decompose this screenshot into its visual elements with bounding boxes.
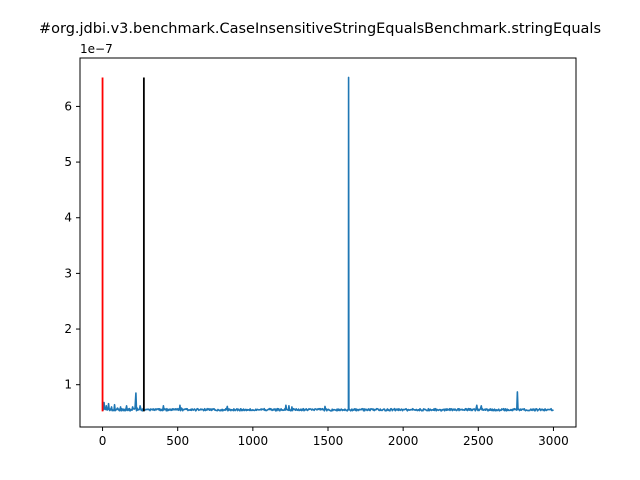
x-tick-label: 500	[166, 434, 189, 448]
x-tick-label: 1000	[238, 434, 269, 448]
x-tick-label: 3000	[538, 434, 569, 448]
y-tick-label: 1	[64, 378, 72, 392]
y-axis: 1 2 3 4 5 6	[64, 99, 80, 392]
y-tick-label: 6	[64, 99, 72, 113]
x-tick-label: 2500	[463, 434, 494, 448]
x-tick-label: 0	[99, 434, 107, 448]
y-offset-label: 1e−7	[80, 42, 113, 56]
plot-area	[101, 76, 554, 412]
x-tick-label: 1500	[313, 434, 344, 448]
axes-frame	[79, 57, 577, 428]
y-tick-label: 4	[64, 211, 72, 225]
x-axis: 0 500 1000 1500 2000 2500 3000	[99, 427, 569, 448]
x-tick-label: 2000	[388, 434, 419, 448]
chart-title: #org.jdbi.v3.benchmark.CaseInsensitiveSt…	[39, 21, 601, 37]
series-line-0	[101, 76, 554, 412]
y-tick-label: 3	[64, 266, 72, 280]
y-tick-label: 5	[64, 155, 72, 169]
y-tick-label: 2	[64, 322, 72, 336]
